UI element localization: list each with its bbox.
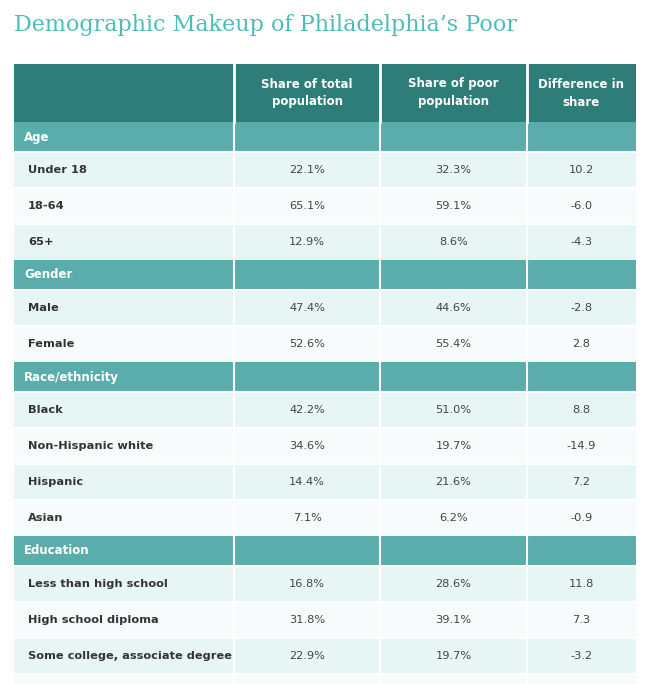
Text: Non-Hispanic white: Non-Hispanic white [28,441,153,451]
Text: 31.8%: 31.8% [289,615,325,625]
Text: 39.1%: 39.1% [436,615,471,625]
Bar [14,122,636,152]
Text: Less than high school: Less than high school [28,579,168,589]
Bar [14,638,636,674]
Text: 55.4%: 55.4% [436,339,471,349]
Text: Asian: Asian [28,513,64,523]
Text: Age: Age [24,131,49,144]
Text: Share of total
population: Share of total population [261,77,353,109]
Text: Gender: Gender [24,269,72,282]
Bar [14,602,636,638]
Bar [14,152,636,188]
Text: 18-64: 18-64 [28,201,64,211]
Text: Difference in
share: Difference in share [538,77,624,109]
Bar [14,464,636,500]
Text: 32.3%: 32.3% [436,165,471,175]
Bar [14,536,636,566]
Text: -2.8: -2.8 [570,303,592,313]
Text: 65.1%: 65.1% [289,201,325,211]
Text: -6.0: -6.0 [570,201,592,211]
Text: Under 18: Under 18 [28,165,87,175]
Text: 16.8%: 16.8% [289,579,325,589]
Bar [14,224,636,260]
Text: Female: Female [28,339,74,349]
Text: 42.2%: 42.2% [289,405,325,415]
Bar [14,362,636,392]
Text: 21.6%: 21.6% [436,477,471,487]
Text: 11.8: 11.8 [569,579,594,589]
Bar [14,674,636,684]
Text: 2.8: 2.8 [572,339,590,349]
Text: 52.6%: 52.6% [289,339,325,349]
Text: 19.7%: 19.7% [436,441,471,451]
Text: Share of poor
population: Share of poor population [408,77,499,109]
Bar [14,392,636,428]
Text: Race/ethnicity: Race/ethnicity [24,371,119,384]
Text: 14.4%: 14.4% [289,477,325,487]
Text: 47.4%: 47.4% [289,303,325,313]
Text: 34.6%: 34.6% [289,441,325,451]
Text: 8.6%: 8.6% [439,237,468,247]
Text: -4.3: -4.3 [570,237,592,247]
Bar [14,260,636,290]
Bar [14,326,636,362]
Text: 65+: 65+ [28,237,53,247]
Text: 10.2: 10.2 [569,165,594,175]
Bar [14,566,636,602]
Text: -0.9: -0.9 [570,513,592,523]
Text: 22.1%: 22.1% [289,165,325,175]
Bar [14,188,636,224]
Text: 12.9%: 12.9% [289,237,325,247]
Text: 7.2: 7.2 [572,477,590,487]
Text: 44.6%: 44.6% [436,303,471,313]
Bar [14,64,636,122]
Text: Black: Black [28,405,63,415]
Bar [14,290,636,326]
Text: Male: Male [28,303,58,313]
Text: 19.7%: 19.7% [436,651,471,661]
Text: Some college, associate degree: Some college, associate degree [28,651,232,661]
Text: 7.1%: 7.1% [292,513,322,523]
Text: 6.2%: 6.2% [439,513,468,523]
Text: -3.2: -3.2 [570,651,592,661]
Text: 28.6%: 28.6% [436,579,471,589]
Text: Demographic Makeup of Philadelphia’s Poor: Demographic Makeup of Philadelphia’s Poo… [14,14,517,36]
Text: 22.9%: 22.9% [289,651,325,661]
Text: 59.1%: 59.1% [436,201,471,211]
Text: -14.9: -14.9 [567,441,596,451]
Bar [14,428,636,464]
Text: 51.0%: 51.0% [436,405,471,415]
Bar [14,500,636,536]
Text: High school diploma: High school diploma [28,615,159,625]
Text: Education: Education [24,544,90,557]
Text: Hispanic: Hispanic [28,477,83,487]
Text: 8.8: 8.8 [572,405,590,415]
Text: 7.3: 7.3 [572,615,590,625]
